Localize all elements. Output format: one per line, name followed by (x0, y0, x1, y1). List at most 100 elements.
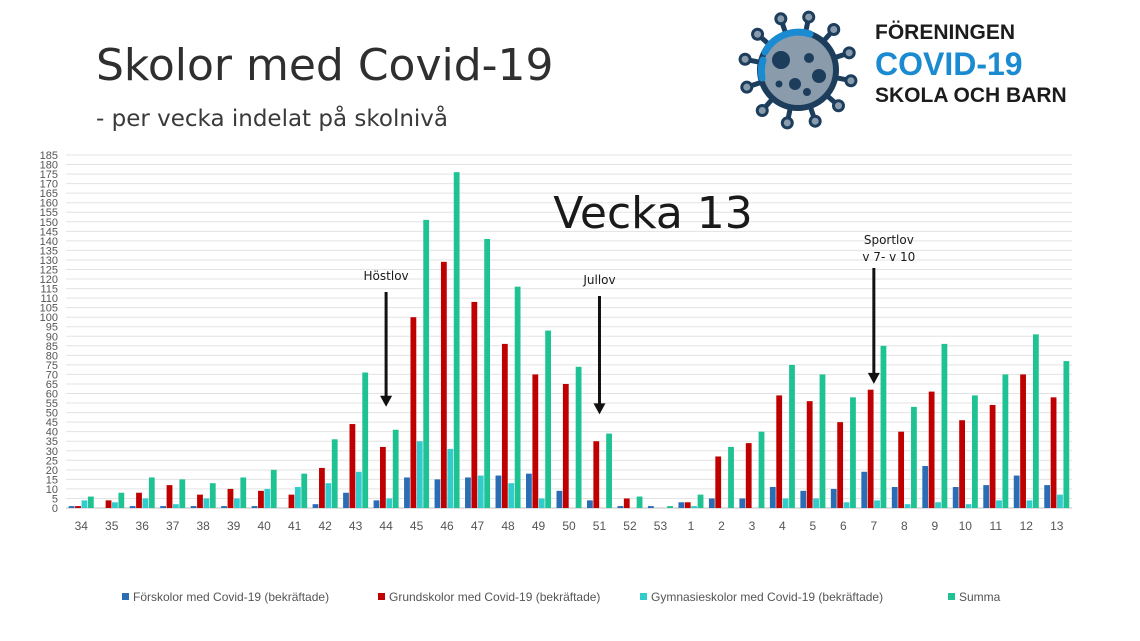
bar-1 (952, 487, 959, 508)
bar-2 (75, 506, 81, 508)
bar-4 (911, 406, 917, 508)
bar-1 (495, 475, 502, 508)
x-tick-label: 8 (901, 519, 908, 533)
bar-2 (928, 391, 935, 508)
bar-2 (501, 343, 508, 508)
bar-1 (404, 477, 410, 508)
x-tick-label: 45 (410, 519, 424, 533)
x-tick-label: 43 (349, 519, 363, 533)
bar-4 (484, 238, 491, 508)
bar-3 (538, 498, 545, 508)
bar-1 (830, 488, 837, 508)
bar-4 (118, 492, 125, 508)
logo-line-2: COVID-19 (875, 46, 1023, 82)
page-subtitle: - per vecka indelat på skolnivå (96, 106, 449, 132)
bar-4 (362, 372, 369, 508)
bar-4 (179, 479, 186, 508)
y-tick-label: 115 (40, 284, 58, 296)
bar-2 (562, 383, 569, 508)
y-tick-label: 0 (52, 503, 58, 515)
x-tick-label: 44 (379, 519, 393, 533)
bar-2 (593, 441, 600, 508)
y-tick-label: 110 (40, 293, 58, 305)
legend-label: Förskolor med Covid-19 (bekräftade) (133, 590, 329, 604)
bar-3 (233, 498, 240, 508)
logo-text: FÖRENINGEN COVID-19 SKOLA OCH BARN (875, 22, 1067, 106)
bar-1 (129, 506, 136, 508)
bar-1 (647, 506, 654, 508)
bar-3 (1057, 494, 1063, 508)
y-tick-label: 160 (40, 198, 58, 210)
bar-3 (843, 502, 850, 508)
y-tick-label: 175 (40, 169, 58, 181)
bar-3 (782, 498, 789, 508)
bar-2 (684, 502, 691, 508)
x-tick-label: 52 (623, 519, 637, 533)
bar-4 (697, 494, 704, 508)
bar-2 (1050, 397, 1057, 508)
bar-4 (789, 364, 795, 508)
y-tick-label: 95 (46, 322, 58, 334)
gridlines (66, 154, 1072, 509)
bar-1 (251, 506, 258, 508)
bar-3 (112, 502, 118, 508)
y-tick-label: 145 (40, 226, 58, 238)
x-tick-label: 11 (990, 519, 1003, 533)
bar-1 (922, 466, 929, 508)
bar-4 (1032, 334, 1039, 508)
x-tick-label: 50 (562, 519, 576, 533)
bar-4 (850, 397, 856, 508)
bar-4 (301, 473, 308, 508)
bar-3 (325, 483, 332, 508)
bar-4 (209, 483, 216, 508)
bars (68, 172, 1070, 509)
x-tick-label: 49 (532, 519, 546, 533)
x-tick-label: 42 (318, 519, 332, 533)
x-tick-label: 46 (440, 519, 454, 533)
bar-1 (556, 490, 563, 508)
y-tick-label: 120 (40, 274, 58, 286)
annotation-arrowhead (867, 372, 880, 384)
bar-1 (434, 479, 441, 508)
annotation-label: Sportlov (864, 233, 914, 247)
bar-2 (258, 490, 264, 508)
legend-label: Gymnasieskolor med Covid-19 (bekräftade) (651, 590, 883, 604)
legend: Förskolor med Covid-19 (bekräftade) Grund… (122, 590, 1001, 604)
page-title: Skolor med Covid-19 (96, 40, 554, 91)
y-tick-label: 45 (46, 417, 58, 429)
x-tick-label: 6 (840, 519, 847, 533)
y-tick-label: 50 (46, 408, 58, 420)
bar-2 (532, 374, 539, 508)
bar-1 (708, 498, 715, 508)
x-tick-label: 7 (871, 519, 878, 533)
y-tick-label: 70 (46, 369, 58, 381)
bar-4 (606, 433, 612, 508)
bar-3 (142, 498, 149, 508)
annotation-sublabel: v 7- v 10 (862, 250, 915, 264)
bar-4 (514, 286, 521, 508)
bar-2 (776, 395, 783, 508)
bar-3 (386, 498, 393, 508)
y-tick-label: 185 (40, 150, 58, 162)
bar-1 (739, 498, 746, 508)
bar-4 (941, 343, 948, 508)
bar-1 (1044, 485, 1051, 508)
bar-4 (880, 345, 887, 508)
y-tick-label: 100 (40, 312, 58, 324)
x-tick-label: 40 (257, 519, 271, 533)
bar-2 (197, 494, 203, 508)
x-tick-label: 38 (197, 519, 211, 533)
bar-3 (355, 471, 362, 508)
y-tick-label: 10 (46, 484, 58, 496)
annotations: Vecka 13 Höstlov Jullov Sportlov v 7- v 10 (364, 188, 915, 415)
bar-2 (959, 420, 965, 508)
logo-line-1: FÖRENINGEN (875, 21, 1016, 44)
bar-3 (904, 504, 911, 508)
bar-3 (935, 502, 941, 508)
y-tick-label: 65 (46, 379, 58, 391)
bar-4 (575, 366, 582, 508)
bar-1 (343, 492, 349, 508)
x-tick-label: 39 (227, 519, 241, 533)
bar-2 (806, 401, 813, 508)
bar-3 (508, 483, 515, 508)
